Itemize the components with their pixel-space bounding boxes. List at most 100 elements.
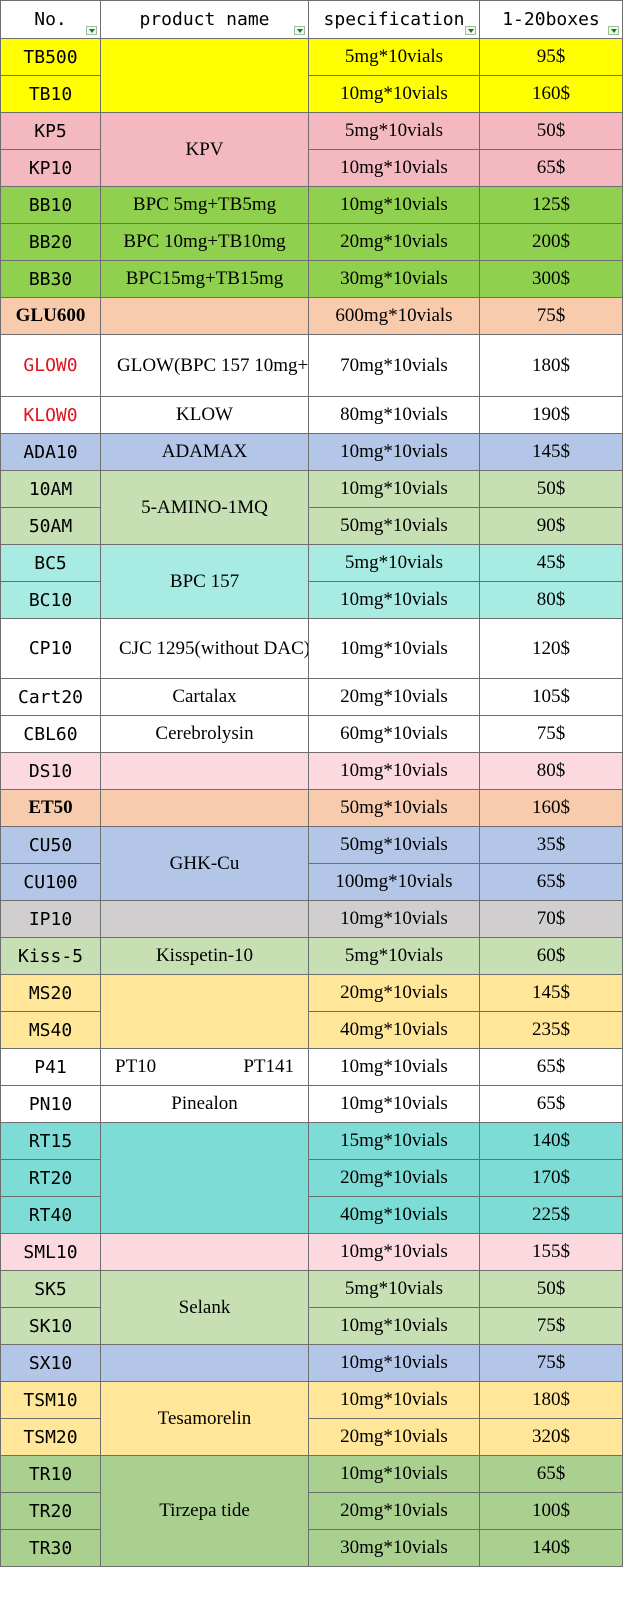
cell-product-name[interactable] (100, 900, 309, 938)
cell-no[interactable]: ADA10 (0, 433, 101, 471)
cell-no[interactable]: MS20 (0, 974, 101, 1012)
cell-no[interactable]: TR10 (0, 1455, 101, 1493)
cell-specification[interactable]: 60mg*10vials (308, 715, 480, 753)
cell-price[interactable]: 140$ (479, 1529, 623, 1567)
cell-no[interactable]: KP5 (0, 112, 101, 150)
cell-no[interactable]: MS40 (0, 1011, 101, 1049)
cell-specification[interactable]: 40mg*10vials (308, 1011, 480, 1049)
cell-specification[interactable]: 10mg*10vials (308, 186, 480, 224)
cell-no[interactable]: KLOW0 (0, 396, 101, 434)
cell-no[interactable]: Cart20 (0, 678, 101, 716)
cell-specification[interactable]: 20mg*10vials (308, 974, 480, 1012)
cell-no[interactable]: BB10 (0, 186, 101, 224)
cell-no[interactable]: SK5 (0, 1270, 101, 1308)
cell-specification[interactable]: 20mg*10vials (308, 1492, 480, 1530)
cell-product-name[interactable]: Selank (100, 1270, 309, 1345)
cell-price[interactable]: 50$ (479, 1270, 623, 1308)
cell-product-name[interactable]: BPC 5mg+TB5mg (100, 186, 309, 224)
cell-no[interactable]: RT20 (0, 1159, 101, 1197)
cell-product-name[interactable] (100, 1122, 309, 1234)
cell-price[interactable]: 140$ (479, 1122, 623, 1160)
cell-no[interactable]: P41 (0, 1048, 101, 1086)
cell-no[interactable]: BC10 (0, 581, 101, 619)
cell-price[interactable]: 65$ (479, 149, 623, 187)
cell-specification[interactable]: 20mg*10vials (308, 1159, 480, 1197)
cell-product-name[interactable]: GLOW(BPC 157 10mg+GHK- (100, 334, 309, 397)
filter-dropdown-icon[interactable] (608, 26, 619, 35)
cell-price[interactable]: 145$ (479, 974, 623, 1012)
cell-no[interactable]: SX10 (0, 1344, 101, 1382)
cell-price[interactable]: 45$ (479, 544, 623, 582)
cell-no[interactable]: IP10 (0, 900, 101, 938)
cell-no[interactable]: Kiss-5 (0, 937, 101, 975)
cell-product-name[interactable]: Pinealon (100, 1085, 309, 1123)
cell-price[interactable]: 160$ (479, 75, 623, 113)
cell-specification[interactable]: 10mg*10vials (308, 1381, 480, 1419)
cell-specification[interactable]: 10mg*10vials (308, 581, 480, 619)
cell-product-name[interactable]: Cerebrolysin (100, 715, 309, 753)
cell-product-name[interactable] (100, 1344, 309, 1382)
filter-dropdown-icon[interactable] (86, 26, 97, 35)
cell-specification[interactable]: 5mg*10vials (308, 112, 480, 150)
cell-product-name[interactable]: Tirzepa tide (100, 1455, 309, 1567)
cell-specification[interactable]: 40mg*10vials (308, 1196, 480, 1234)
cell-price[interactable]: 65$ (479, 1455, 623, 1493)
cell-price[interactable]: 75$ (479, 715, 623, 753)
cell-no[interactable]: BC5 (0, 544, 101, 582)
cell-price[interactable]: 65$ (479, 1048, 623, 1086)
cell-specification[interactable]: 10mg*10vials (308, 900, 480, 938)
cell-specification[interactable]: 10mg*10vials (308, 1307, 480, 1345)
cell-no[interactable]: TSM10 (0, 1381, 101, 1419)
cell-price[interactable]: 80$ (479, 752, 623, 790)
cell-price[interactable]: 75$ (479, 1344, 623, 1382)
cell-no[interactable]: CP10 (0, 618, 101, 679)
cell-product-name[interactable]: Cartalax (100, 678, 309, 716)
cell-specification[interactable]: 50mg*10vials (308, 826, 480, 864)
cell-product-name[interactable]: BPC15mg+TB15mg (100, 260, 309, 298)
cell-price[interactable]: 235$ (479, 1011, 623, 1049)
cell-specification[interactable]: 10mg*10vials (308, 1233, 480, 1271)
cell-specification[interactable]: 10mg*10vials (308, 75, 480, 113)
cell-product-name[interactable] (100, 789, 309, 827)
cell-specification[interactable]: 10mg*10vials (308, 149, 480, 187)
cell-price[interactable]: 145$ (479, 433, 623, 471)
cell-specification[interactable]: 20mg*10vials (308, 678, 480, 716)
cell-price[interactable]: 75$ (479, 297, 623, 335)
cell-product-name[interactable] (100, 1233, 309, 1271)
cell-price[interactable]: 170$ (479, 1159, 623, 1197)
filter-dropdown-icon[interactable] (465, 26, 476, 35)
cell-price[interactable]: 65$ (479, 863, 623, 901)
cell-product-name[interactable]: KPV (100, 112, 309, 187)
cell-price[interactable]: 180$ (479, 1381, 623, 1419)
cell-specification[interactable]: 5mg*10vials (308, 38, 480, 76)
cell-specification[interactable]: 30mg*10vials (308, 260, 480, 298)
cell-price[interactable]: 50$ (479, 112, 623, 150)
cell-no[interactable]: RT40 (0, 1196, 101, 1234)
cell-specification[interactable]: 10mg*10vials (308, 752, 480, 790)
cell-specification[interactable]: 10mg*10vials (308, 470, 480, 508)
cell-specification[interactable]: 10mg*10vials (308, 433, 480, 471)
cell-no[interactable]: KP10 (0, 149, 101, 187)
cell-product-name[interactable] (100, 974, 309, 1049)
cell-specification[interactable]: 30mg*10vials (308, 1529, 480, 1567)
cell-price[interactable]: 160$ (479, 789, 623, 827)
cell-no[interactable]: TSM20 (0, 1418, 101, 1456)
cell-no[interactable]: RT15 (0, 1122, 101, 1160)
cell-specification[interactable]: 100mg*10vials (308, 863, 480, 901)
cell-specification[interactable]: 50mg*10vials (308, 789, 480, 827)
cell-product-name[interactable]: PT10 PT141 (100, 1048, 309, 1086)
cell-no[interactable]: SML10 (0, 1233, 101, 1271)
cell-product-name[interactable] (100, 752, 309, 790)
cell-price[interactable]: 180$ (479, 334, 623, 397)
cell-no[interactable]: GLU600 (0, 297, 101, 335)
cell-specification[interactable]: 600mg*10vials (308, 297, 480, 335)
cell-no[interactable]: ET50 (0, 789, 101, 827)
cell-specification[interactable]: 20mg*10vials (308, 1418, 480, 1456)
cell-product-name[interactable]: Kisspetin-10 (100, 937, 309, 975)
cell-specification[interactable]: 70mg*10vials (308, 334, 480, 397)
cell-price[interactable]: 300$ (479, 260, 623, 298)
cell-price[interactable]: 225$ (479, 1196, 623, 1234)
cell-price[interactable]: 190$ (479, 396, 623, 434)
cell-specification[interactable]: 10mg*10vials (308, 618, 480, 679)
cell-product-name[interactable]: 5-AMINO-1MQ (100, 470, 309, 545)
